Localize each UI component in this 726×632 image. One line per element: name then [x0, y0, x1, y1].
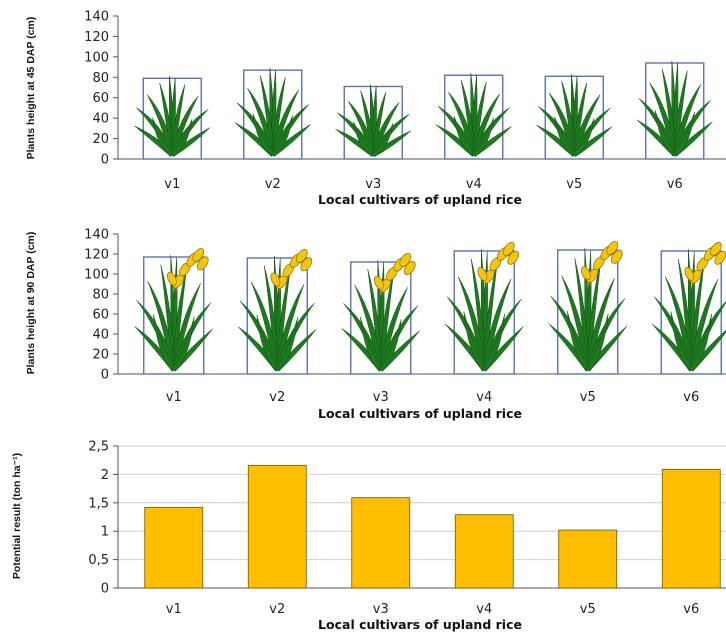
bar-v5 — [558, 529, 618, 589]
y-tick-label: 40 — [92, 328, 109, 343]
bar-v6 — [651, 242, 726, 375]
y-tick-label: 40 — [92, 112, 109, 127]
y-tick-label: 120 — [84, 30, 109, 45]
y-tick-label: 60 — [92, 308, 109, 323]
bar-v2 — [234, 68, 311, 160]
y-axis-label: Plants height at 45 DAP (cm) — [25, 17, 37, 160]
y-tick-label: 0 — [101, 582, 109, 597]
bar-v6 — [661, 468, 721, 589]
y-axis-label: Potential result (ton ha⁻¹) — [11, 453, 23, 579]
x-tick-label: v3 — [373, 390, 389, 405]
x-tick-label: v5 — [580, 390, 596, 405]
chart-2: 0 20 40 60 80 100 120 140 v1 v2 v3 v4 v5 v6 Local cult… — [25, 228, 726, 421]
y-tick-label: 2,5 — [88, 440, 109, 455]
x-tick-label: v2 — [265, 177, 281, 192]
x-tick-label: v1 — [166, 602, 182, 617]
x-axis-label: Local cultivars of upland rice — [318, 192, 522, 207]
y-tick-label: 20 — [92, 348, 109, 363]
y-tick-label: 20 — [92, 132, 109, 147]
y-tick-label: 80 — [92, 288, 109, 303]
x-tick-label: v3 — [373, 602, 389, 617]
y-tick-label: 80 — [92, 71, 109, 86]
y-tick-label: 60 — [92, 91, 109, 106]
x-tick-label: v5 — [566, 177, 582, 192]
bar-v4 — [444, 242, 524, 375]
x-tick-label: v4 — [476, 602, 492, 617]
y-tick-label: 100 — [84, 50, 109, 65]
x-axis-label: Local cultivars of upland rice — [318, 406, 522, 421]
y-tick-label: 0 — [101, 368, 109, 383]
x-tick-label: v1 — [164, 177, 180, 192]
bar-v4 — [454, 514, 514, 589]
x-tick-label: v2 — [269, 390, 285, 405]
y-tick-label: 140 — [84, 228, 109, 243]
bar-v1 — [134, 248, 214, 375]
bar-v4 — [435, 73, 512, 160]
chart-3: 0 0,5 1 1,5 2 2,5 v1 v2 v3 v4 v5 v6 Local cultivars … — [11, 440, 726, 632]
y-tick-label: 0,5 — [88, 553, 109, 568]
bar-v3 — [351, 497, 411, 589]
bar-v2 — [247, 464, 307, 589]
x-tick-label: v6 — [683, 602, 699, 617]
y-tick-label: 0 — [101, 153, 109, 168]
y-axis-label: Plants height at 90 DAP (cm) — [25, 232, 37, 375]
bar-v5 — [548, 241, 628, 375]
y-tick-label: 120 — [84, 248, 109, 263]
x-tick-label: v3 — [365, 177, 381, 192]
bar-v5 — [536, 74, 613, 160]
y-tick-label: 100 — [84, 268, 109, 283]
y-tick-label: 1,5 — [88, 496, 109, 511]
y-tick-label: 2 — [101, 468, 109, 483]
x-tick-label: v6 — [667, 177, 683, 192]
bar-v2 — [238, 249, 317, 375]
x-tick-label: v5 — [580, 602, 596, 617]
chart-1: 0 20 40 60 80 100 120 140 v1 v2 v3 v4 v5 v6 Local cult… — [25, 10, 726, 207]
bar-v3 — [335, 84, 412, 160]
bar-v6 — [636, 60, 713, 160]
x-tick-label: v2 — [269, 602, 285, 617]
x-tick-label: v1 — [166, 390, 182, 405]
bar-v1 — [134, 76, 211, 160]
x-axis-label: Local cultivars of upland rice — [318, 617, 522, 632]
y-tick-label: 1 — [101, 525, 109, 540]
bar-v1 — [144, 506, 204, 589]
x-tick-label: v4 — [476, 390, 492, 405]
bar-v3 — [341, 253, 421, 375]
y-tick-label: 140 — [84, 10, 109, 25]
x-tick-label: v4 — [466, 177, 482, 192]
x-tick-label: v6 — [683, 390, 699, 405]
